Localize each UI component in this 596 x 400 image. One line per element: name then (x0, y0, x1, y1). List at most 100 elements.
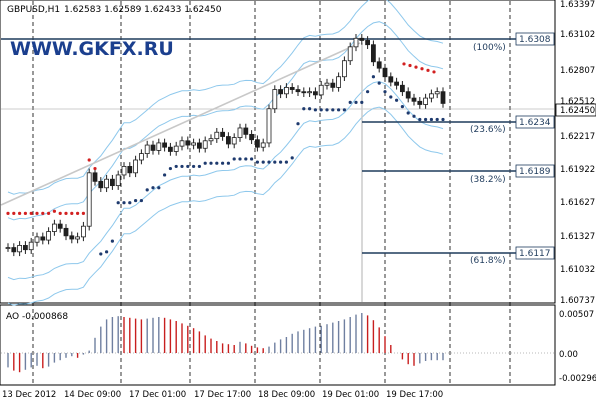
candle-body (388, 76, 394, 83)
price-tick: 1.63102 (560, 30, 595, 40)
time-axis: 13 Dec 2012 14 Dec 09:00 17 Dec 01:00 17… (2, 390, 443, 400)
fib-price-382: 1.6189 (519, 167, 551, 177)
sar-dot (35, 211, 39, 215)
sar-dot (360, 100, 364, 104)
candle-body (266, 108, 272, 144)
candle-body (46, 231, 51, 241)
sar-dot (134, 198, 138, 203)
sar-dot (163, 173, 167, 177)
candle-body (417, 100, 423, 105)
candle-body (63, 227, 69, 237)
sar-dot (435, 117, 439, 122)
candle-body (115, 174, 121, 187)
sar-dot (325, 108, 329, 112)
candle-body (237, 127, 243, 138)
candle-body (86, 172, 92, 227)
sar-dot (186, 164, 190, 169)
candle-body (196, 142, 202, 149)
sar-dot (432, 70, 436, 74)
candle-body (249, 133, 255, 141)
candle-body (167, 146, 173, 152)
fib-pct-236: (23.6%) (470, 125, 506, 135)
fib-price-100: 1.6308 (519, 35, 551, 45)
candle-body (144, 144, 150, 155)
sar-dot (18, 211, 22, 215)
sar-dot (122, 201, 126, 205)
sar-dot (406, 111, 410, 115)
candle-body (185, 140, 191, 146)
ao-histogram (7, 313, 444, 373)
envelope-bands (7, 0, 444, 306)
ao-tick: -0.00296 (559, 374, 596, 384)
price-tick: 1.62512 (560, 97, 595, 107)
price-tick: 1.61032 (560, 265, 595, 275)
sar-dot (116, 201, 120, 205)
time-tick: 17 Dec 01:00 (129, 390, 186, 400)
sar-dot (110, 239, 114, 243)
candle-body (17, 245, 23, 253)
ao-panel (0, 304, 556, 386)
price-tick: 1.62807 (560, 66, 595, 76)
candle-body (75, 236, 80, 240)
sar-dot (366, 90, 370, 94)
candle-body (423, 97, 429, 105)
sar-dot (168, 166, 172, 171)
sar-dot (348, 100, 352, 104)
candle-body (295, 89, 301, 93)
ao-title: AO -0.000868 (6, 312, 68, 322)
sar-dot (12, 211, 16, 215)
candle-body (138, 153, 144, 161)
candle-body (347, 46, 353, 62)
sar-dot (99, 252, 103, 256)
price-tick: 1.62217 (560, 132, 595, 142)
envelope-band-line (7, 106, 444, 306)
candle-body (260, 142, 266, 148)
sar-dot (267, 160, 271, 164)
sar-dot (296, 122, 300, 126)
time-tick: 18 Dec 09:00 (258, 390, 315, 400)
candle-body (214, 131, 220, 140)
fib-price-box-382 (515, 164, 555, 178)
candle-body (150, 144, 156, 151)
time-tick: 14 Dec 09:00 (64, 390, 121, 400)
fib-labels: (100%) 1.6308 (23.6%) 1.6234 (38.2%) 1.6… (470, 32, 555, 266)
sar-dot (232, 157, 236, 161)
candle-body (98, 180, 104, 189)
candle-body (365, 40, 371, 46)
sar-dot (58, 211, 62, 215)
envelope-band-line (7, 0, 444, 195)
candle-body (191, 142, 197, 146)
sar-dot (197, 164, 201, 169)
sar-dot (215, 161, 219, 165)
sar-dot (331, 108, 335, 112)
candle-body (243, 127, 249, 135)
candle-body (283, 87, 289, 95)
candle-body (34, 236, 40, 243)
sar-dot (209, 161, 213, 165)
sar-dot (426, 68, 430, 72)
candle-body (382, 67, 388, 78)
candle-body (121, 166, 127, 176)
time-tick: 19 Dec 01:00 (322, 390, 379, 400)
sar-dot (418, 117, 422, 122)
current-price-label: 1.62450 (560, 106, 595, 116)
candle-body (278, 89, 284, 95)
candle-body (336, 76, 342, 88)
candle-body (208, 138, 214, 142)
candle-body (179, 140, 185, 147)
candle-body (341, 60, 347, 78)
sar-dot (284, 160, 288, 164)
fib-price-box-100 (515, 32, 555, 46)
candle-body (394, 81, 400, 86)
candle-body (110, 178, 115, 187)
sar-dot (93, 166, 97, 171)
ao-axis: 0.00507 0.00 -0.00296 (559, 310, 596, 384)
parabolic-sar (6, 62, 445, 256)
watermark: WWW.GKFX.RU (10, 38, 174, 60)
sar-dot (383, 90, 387, 94)
candle-body (411, 97, 417, 102)
sar-dot (250, 157, 254, 161)
sar-dot (221, 161, 225, 165)
sar-dot (279, 160, 283, 164)
fib-pct-100: (100%) (473, 43, 506, 53)
